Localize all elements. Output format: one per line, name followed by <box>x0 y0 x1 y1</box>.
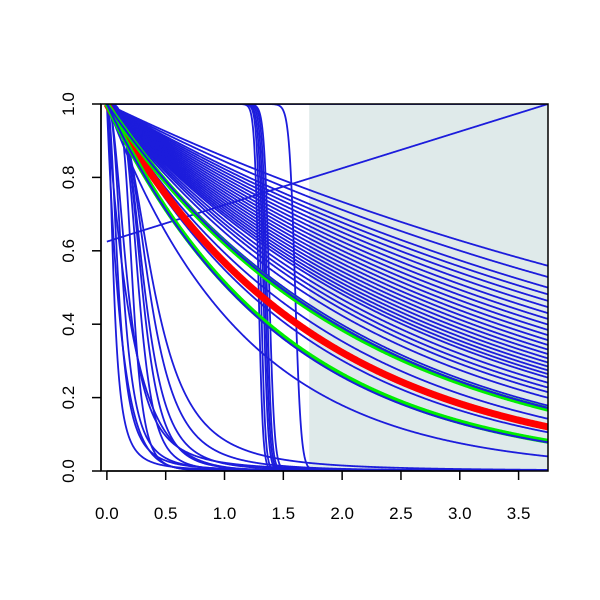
x-tick-label-6: 3.0 <box>448 504 472 523</box>
series-line-24 <box>106 104 548 399</box>
series-line-8 <box>106 104 548 326</box>
y-tick-label-3: 0.6 <box>59 239 78 263</box>
highlight-line-3 <box>106 104 548 409</box>
series-line-28 <box>106 104 548 458</box>
series-line-12 <box>106 104 548 346</box>
series-line-11 <box>106 104 548 342</box>
highlight-line-4 <box>105 104 548 444</box>
series-line-46 <box>105 104 548 471</box>
x-tick-label-1: 0.5 <box>154 504 178 523</box>
y-tick-label-5: 1.0 <box>59 92 78 116</box>
series-line-21 <box>106 104 548 384</box>
x-axis: 0.0 0.5 1.0 1.5 2.0 2.5 3.0 3.5 <box>95 470 531 523</box>
series-line-14 <box>106 104 548 355</box>
series-line-18 <box>106 104 548 372</box>
y-axis: 0.0 0.2 0.4 0.6 0.8 1.0 <box>59 92 102 483</box>
series-line-36 <box>106 104 548 471</box>
y-tick-label-2: 0.4 <box>59 312 78 336</box>
x-tick-label-7: 3.5 <box>507 504 531 523</box>
series-line-5 <box>106 104 548 308</box>
highlight-line-0 <box>103 104 548 431</box>
y-tick-label-1: 0.2 <box>59 386 78 410</box>
series-line-13 <box>106 104 548 351</box>
y-tick-label-4: 0.8 <box>59 166 78 190</box>
x-tick-label-2: 1.0 <box>213 504 237 523</box>
series-line-10 <box>106 104 548 337</box>
series-line-26 <box>106 104 548 420</box>
series-line-4 <box>106 104 548 302</box>
x-tick-label-4: 2.0 <box>330 504 354 523</box>
series-line-6 <box>106 104 548 315</box>
x-tick-label-3: 1.5 <box>272 504 296 523</box>
series-line-2 <box>106 104 548 289</box>
series-line-20 <box>106 104 548 379</box>
series-line-16 <box>106 104 548 364</box>
highlight-series-group <box>103 104 548 444</box>
series-line-1 <box>106 104 548 278</box>
series-line-23 <box>106 104 548 393</box>
series-line-3 <box>106 104 548 296</box>
series-line-22 <box>106 104 548 389</box>
x-tick-label-0: 0.0 <box>95 504 119 523</box>
series-line-7 <box>106 104 548 320</box>
y-tick-label-0: 0.0 <box>59 459 78 483</box>
series-line-19 <box>106 104 548 375</box>
series-line-17 <box>106 104 548 368</box>
series-line-0 <box>106 104 548 267</box>
series-line-9 <box>106 104 548 331</box>
series-line-15 <box>106 104 548 360</box>
x-tick-label-5: 2.5 <box>389 504 413 523</box>
